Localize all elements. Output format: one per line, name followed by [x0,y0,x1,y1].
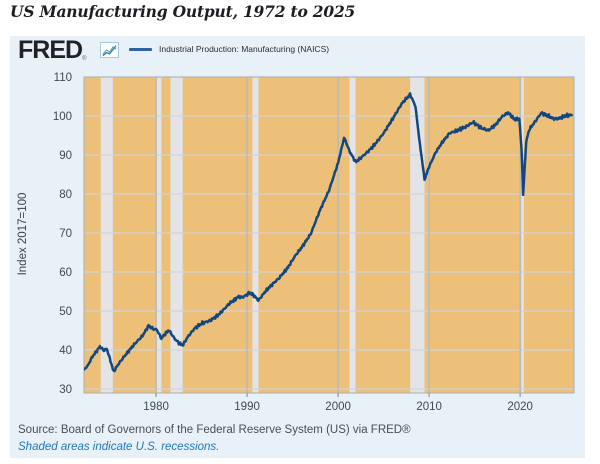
recession-band [170,77,183,393]
recession-band [100,77,113,393]
y-tick-label: 110 [54,72,72,84]
legend-label: Industrial Production: Manufacturing (NA… [159,44,330,54]
data-line [84,92,573,373]
x-tick-label: 2010 [416,401,442,413]
plot-area [84,77,574,393]
y-tick-label: 40 [59,345,72,357]
chart-svg[interactable]: 30 40 50 60 70 80 90 100 110 1980 1990 2000 2010 2020 [10,36,585,458]
y-tick-label: 100 [53,111,72,123]
x-tick-label: 1980 [143,401,169,413]
fred-chart-card: FRED® Industrial Production: Manufacturi… [10,36,585,458]
x-tick-label: 2000 [325,401,351,413]
fred-line-chart-icon [100,42,119,58]
x-tick-label: 2020 [507,401,533,413]
x-tick-label: 1990 [234,401,260,413]
page-title: US Manufacturing Output, 1972 to 2025 [10,2,356,21]
y-tick-label: 80 [59,189,72,201]
plot-border [83,76,575,394]
y-tick-label: 30 [59,384,72,396]
source-attribution: Source: Board of Governors of the Federa… [18,424,411,436]
y-tick-label: 60 [59,267,72,279]
recession-band [349,77,356,393]
recession-band [156,77,162,393]
legend-line-swatch [129,48,152,51]
recessions-note-link[interactable]: Shaded areas indicate U.S. recessions. [18,441,220,453]
y-tick-label: 50 [59,306,72,318]
registered-mark: ® [82,56,87,62]
recession-band [521,77,524,393]
y-tick-label: 90 [59,150,72,162]
fred-logo: FRED® [18,36,87,64]
y-tick-label: 70 [59,228,72,240]
recession-band [252,77,259,393]
